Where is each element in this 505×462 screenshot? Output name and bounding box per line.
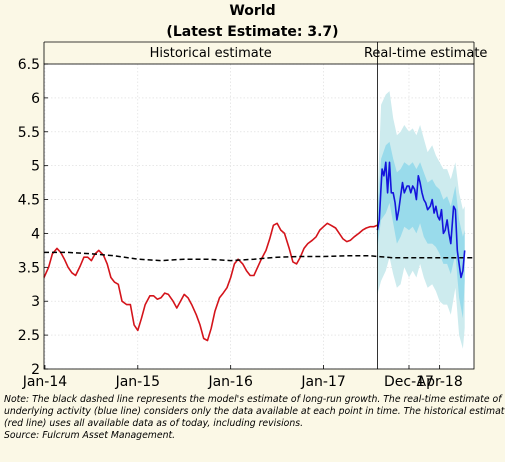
note-line-4: Source: Fulcrum Asset Management. — [4, 430, 176, 441]
y-tick-label-3: 3.5 — [18, 260, 40, 276]
series-line-historical — [43, 222, 378, 342]
y-tick-label-2: 3 — [31, 294, 40, 310]
panel-label-historical: Historical estimate — [150, 46, 272, 61]
chart-area: Historical estimate Real-time estimate 2 2.… — [18, 41, 487, 390]
note-line-1: Note: The black dashed line represents t… — [4, 394, 502, 405]
y-tick-label-6: 5 — [31, 159, 40, 175]
x-tick-label-3: Jan-17 — [300, 374, 345, 390]
x-tick-label-4: Dec-17 — [384, 374, 434, 390]
y-tick-label-4: 4 — [31, 226, 40, 242]
plot-frame — [43, 63, 475, 370]
y-tick-label-8: 6 — [31, 91, 40, 107]
x-tick-label-5: Apr-18 — [417, 374, 463, 390]
x-tick-label-0: Jan-14 — [22, 374, 68, 390]
x-tick-label-1: Jan-15 — [115, 374, 160, 390]
y-tick-label-1: 2.5 — [18, 328, 40, 344]
chart-subtitle: (Latest Estimate: 3.7) — [166, 24, 339, 40]
y-tick-label-9: 6.5 — [18, 57, 40, 73]
panel-label-realtime: Real-time estimate — [364, 46, 487, 61]
note-line-2: underlying activity (blue line) consider… — [4, 406, 505, 417]
chart-note: Note: The black dashed line represents t… — [4, 394, 505, 442]
y-tick-label-5: 4.5 — [18, 193, 40, 209]
series-line-realtime — [376, 161, 466, 279]
y-tick-label-0: 2 — [31, 362, 40, 378]
chart-title: World — [229, 3, 276, 19]
series-line-longrun — [44, 251, 474, 262]
y-tick-label-7: 5.5 — [18, 125, 40, 141]
note-line-3: (red line) uses all available data as of… — [4, 418, 304, 429]
band-inner — [377, 141, 465, 319]
x-tick-label-2: Jan-16 — [207, 374, 253, 390]
